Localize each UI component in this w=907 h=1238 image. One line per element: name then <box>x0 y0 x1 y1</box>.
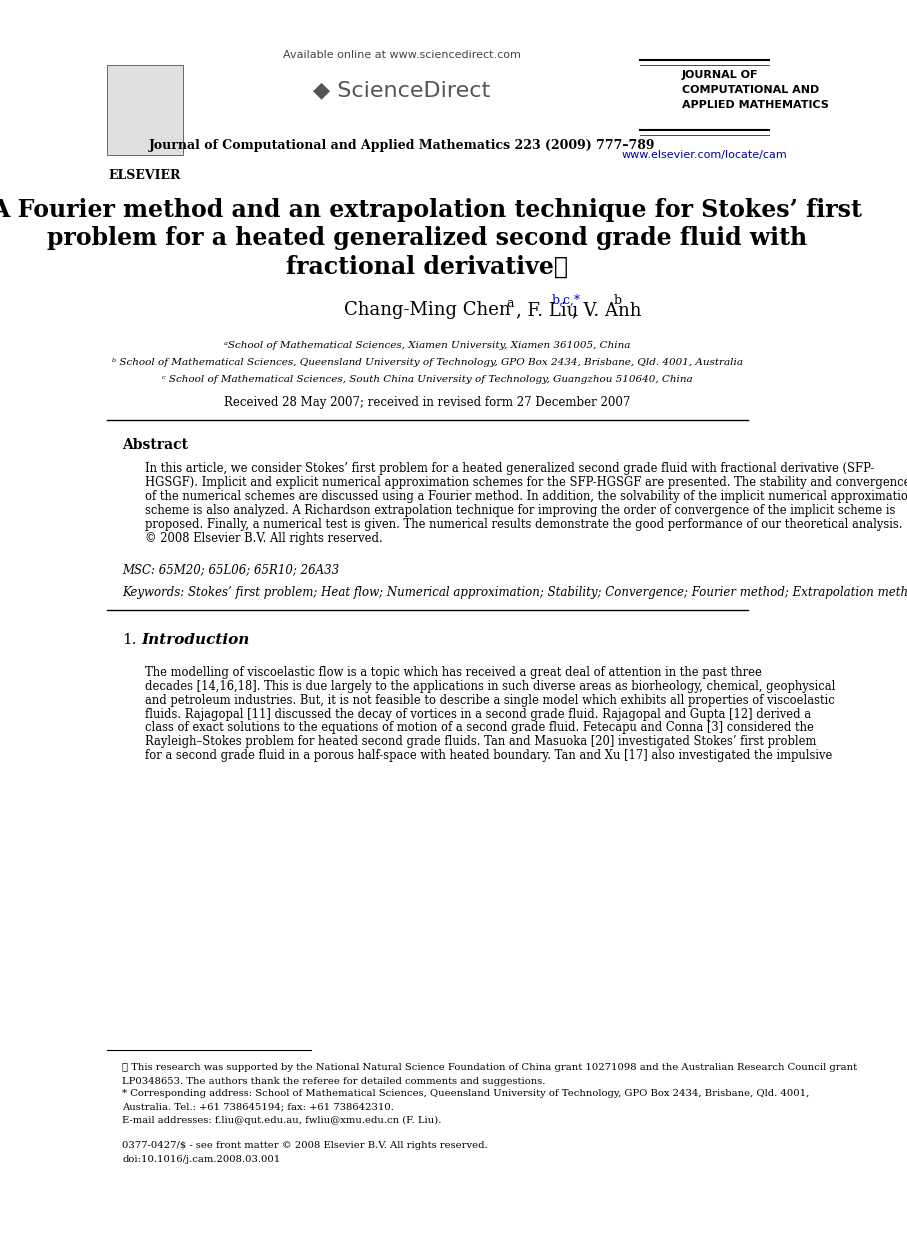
Text: The modelling of viscoelastic flow is a topic which has received a great deal of: The modelling of viscoelastic flow is a … <box>145 666 762 678</box>
Text: Chang-Ming Chen: Chang-Ming Chen <box>344 301 511 319</box>
FancyBboxPatch shape <box>107 66 182 155</box>
Text: problem for a heated generalized second grade fluid with: problem for a heated generalized second … <box>47 227 807 250</box>
Text: fractional derivative★: fractional derivative★ <box>286 255 568 279</box>
Text: ᵃSchool of Mathematical Sciences, Xiamen University, Xiamen 361005, China: ᵃSchool of Mathematical Sciences, Xiamen… <box>224 340 630 349</box>
Text: b: b <box>613 293 621 307</box>
Text: 0377-0427/$ - see front matter © 2008 Elsevier B.V. All rights reserved.: 0377-0427/$ - see front matter © 2008 El… <box>122 1141 488 1150</box>
Text: , V. Anh: , V. Anh <box>572 301 642 319</box>
Text: ★ This research was supported by the National Natural Science Foundation of Chin: ★ This research was supported by the Nat… <box>122 1063 857 1072</box>
Text: decades [14,16,18]. This is due largely to the applications in such diverse area: decades [14,16,18]. This is due largely … <box>145 680 835 692</box>
Text: ◆ ScienceDirect: ◆ ScienceDirect <box>314 80 491 100</box>
Text: HGSGF). Implicit and explicit numerical approximation schemes for the SFP-HGSGF : HGSGF). Implicit and explicit numerical … <box>145 475 907 489</box>
Text: E-mail addresses: f.liu@qut.edu.au, fwliu@xmu.edu.cn (F. Liu).: E-mail addresses: f.liu@qut.edu.au, fwli… <box>122 1115 442 1124</box>
Text: APPLIED MATHEMATICS: APPLIED MATHEMATICS <box>682 100 829 110</box>
Text: ᶜ School of Mathematical Sciences, South China University of Technology, Guangzh: ᶜ School of Mathematical Sciences, South… <box>161 375 692 384</box>
Text: © 2008 Elsevier B.V. All rights reserved.: © 2008 Elsevier B.V. All rights reserved… <box>145 531 383 545</box>
Text: 1.: 1. <box>122 633 137 647</box>
Text: b,c,*: b,c,* <box>551 293 581 307</box>
Text: doi:10.1016/j.cam.2008.03.001: doi:10.1016/j.cam.2008.03.001 <box>122 1155 280 1164</box>
Text: and petroleum industries. But, it is not feasible to describe a single model whi: and petroleum industries. But, it is not… <box>145 693 834 707</box>
Text: class of exact solutions to the equations of motion of a second grade fluid. Fet: class of exact solutions to the equation… <box>145 722 814 734</box>
Text: for a second grade fluid in a porous half-space with heated boundary. Tan and Xu: for a second grade fluid in a porous hal… <box>145 749 833 763</box>
Text: proposed. Finally, a numerical test is given. The numerical results demonstrate : proposed. Finally, a numerical test is g… <box>145 517 902 531</box>
Text: Journal of Computational and Applied Mathematics 223 (2009) 777–789: Journal of Computational and Applied Mat… <box>149 139 655 151</box>
Text: of the numerical schemes are discussed using a Fourier method. In addition, the : of the numerical schemes are discussed u… <box>145 489 907 503</box>
Text: ᵇ School of Mathematical Sciences, Queensland University of Technology, GPO Box : ᵇ School of Mathematical Sciences, Queen… <box>112 358 743 366</box>
Text: Keywords: Stokes’ first problem; Heat flow; Numerical approximation; Stability; : Keywords: Stokes’ first problem; Heat fl… <box>122 586 907 598</box>
Text: Introduction: Introduction <box>141 633 249 647</box>
Text: * Corresponding address: School of Mathematical Sciences, Queensland University : * Corresponding address: School of Mathe… <box>122 1089 810 1098</box>
Text: , F. Liu: , F. Liu <box>515 301 578 319</box>
Text: COMPUTATIONAL AND: COMPUTATIONAL AND <box>682 85 819 95</box>
Text: In this article, we consider Stokes’ first problem for a heated generalized seco: In this article, we consider Stokes’ fir… <box>145 462 874 474</box>
Text: fluids. Rajagopal [11] discussed the decay of vortices in a second grade fluid. : fluids. Rajagopal [11] discussed the dec… <box>145 707 811 721</box>
Text: JOURNAL OF: JOURNAL OF <box>682 71 758 80</box>
Text: a: a <box>506 297 514 310</box>
Text: A Fourier method and an extrapolation technique for Stokes’ first: A Fourier method and an extrapolation te… <box>0 198 863 222</box>
Text: ELSEVIER: ELSEVIER <box>109 168 181 182</box>
Text: www.elsevier.com/locate/cam: www.elsevier.com/locate/cam <box>621 150 787 160</box>
Text: Available online at www.sciencedirect.com: Available online at www.sciencedirect.co… <box>283 50 521 59</box>
Text: Received 28 May 2007; received in revised form 27 December 2007: Received 28 May 2007; received in revise… <box>224 395 630 409</box>
Text: MSC: 65M20; 65L06; 65R10; 26A33: MSC: 65M20; 65L06; 65R10; 26A33 <box>122 563 339 577</box>
Text: Australia. Tel.: +61 738645194; fax: +61 738642310.: Australia. Tel.: +61 738645194; fax: +61… <box>122 1103 394 1112</box>
Text: LP0348653. The authors thank the referee for detailed comments and suggestions.: LP0348653. The authors thank the referee… <box>122 1077 545 1086</box>
Text: Rayleigh–Stokes problem for heated second grade fluids. Tan and Masuoka [20] inv: Rayleigh–Stokes problem for heated secon… <box>145 735 816 749</box>
Text: Abstract: Abstract <box>122 438 188 452</box>
Text: scheme is also analyzed. A Richardson extrapolation technique for improving the : scheme is also analyzed. A Richardson ex… <box>145 504 895 516</box>
